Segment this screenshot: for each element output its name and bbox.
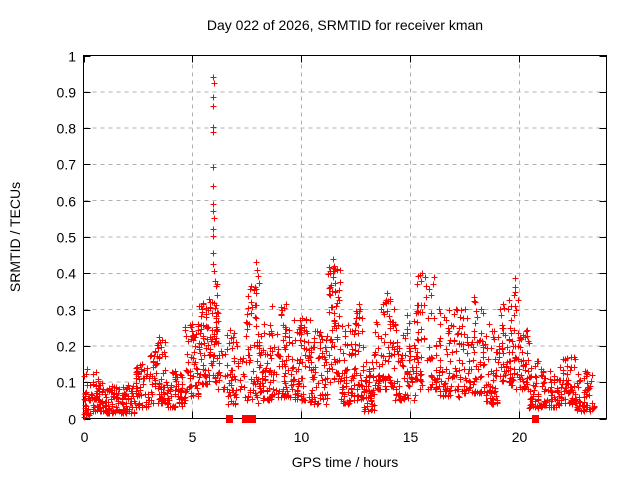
y-tick-label: 0.9 — [57, 85, 77, 101]
y-axis-label: SRMTID / TECUs — [7, 182, 23, 292]
x-tick-label: 20 — [512, 429, 528, 445]
y-tick-label: 0 — [68, 412, 76, 428]
x-tick-label: 5 — [189, 429, 197, 445]
y-tick-labels: 0 0.1 0.2 0.3 0.4 0.5 0.6 0.7 0.8 0.9 1 — [57, 49, 77, 428]
y-tick-label: 1 — [68, 49, 76, 65]
y-tick-label: 0.6 — [57, 194, 77, 210]
srmtid-scatter-points — [81, 74, 598, 421]
axis-square-marker — [532, 415, 539, 423]
x-tick-label: 15 — [403, 429, 419, 445]
y-tick-label: 0.2 — [57, 339, 77, 355]
chart-title: Day 022 of 2026, SRMTID for receiver kma… — [207, 17, 483, 33]
axis-square-marker — [226, 415, 233, 423]
axis-ticks — [83, 55, 607, 420]
x-axis-label: GPS time / hours — [292, 454, 399, 470]
y-tick-label: 0.8 — [57, 121, 77, 137]
data-points — [81, 74, 598, 421]
y-tick-label: 0.5 — [57, 230, 77, 246]
x-tick-labels: 0 5 10 15 20 — [81, 429, 528, 445]
y-tick-label: 0.3 — [57, 303, 77, 319]
axis-square-marker — [249, 415, 256, 423]
event-markers — [226, 415, 539, 423]
x-tick-label: 0 — [81, 429, 89, 445]
y-tick-label: 0.7 — [57, 157, 77, 173]
y-tick-label: 0.4 — [57, 266, 77, 282]
x-tick-label: 10 — [294, 429, 310, 445]
y-tick-label: 0.1 — [57, 375, 77, 391]
